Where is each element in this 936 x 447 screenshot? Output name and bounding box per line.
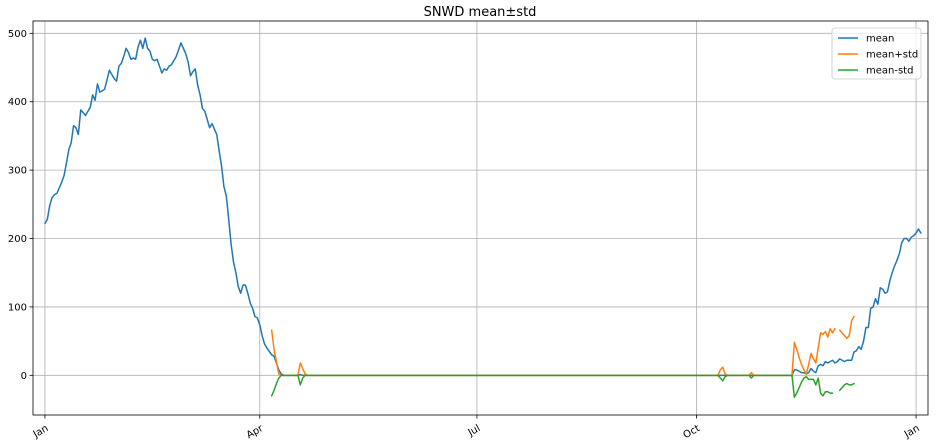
x-tick-label: Jan: [31, 423, 51, 441]
x-tick-label: Oct: [682, 423, 703, 441]
series-layer: [44, 37, 922, 398]
legend-label: mean-std: [866, 66, 913, 77]
series-line-mean-std-seg1: [838, 315, 855, 340]
legend-label: mean+std: [866, 50, 918, 61]
series-line-mean: [44, 37, 922, 377]
y-axis: 0 100 200 300 400 500: [8, 29, 33, 382]
legend: mean mean+std mean-std: [831, 27, 922, 80]
legend-label: mean: [866, 34, 894, 45]
y-tick-label: 400: [8, 97, 27, 108]
y-tick-label: 0: [21, 371, 27, 382]
x-axis: Jan Apr Jul Oct Jan: [31, 415, 922, 441]
y-tick-label: 500: [8, 29, 27, 40]
x-tick-label: Apr: [245, 423, 266, 442]
y-tick-label: 200: [8, 234, 27, 245]
x-tick-label: Jul: [466, 423, 483, 439]
grid: [33, 21, 928, 415]
plot-background: [33, 21, 928, 415]
legend-box: [831, 27, 922, 80]
axes-frame: [32, 20, 929, 416]
series-line-mean-std-seg0: [270, 374, 834, 398]
plot-area: [33, 21, 928, 415]
series-line-mean-std-seg1: [838, 382, 855, 392]
chart-title: SNWD mean±std: [424, 5, 537, 20]
x-tick-label: Jan: [902, 423, 922, 441]
y-tick-label: 300: [8, 166, 27, 177]
y-tick-label: 100: [8, 302, 27, 313]
